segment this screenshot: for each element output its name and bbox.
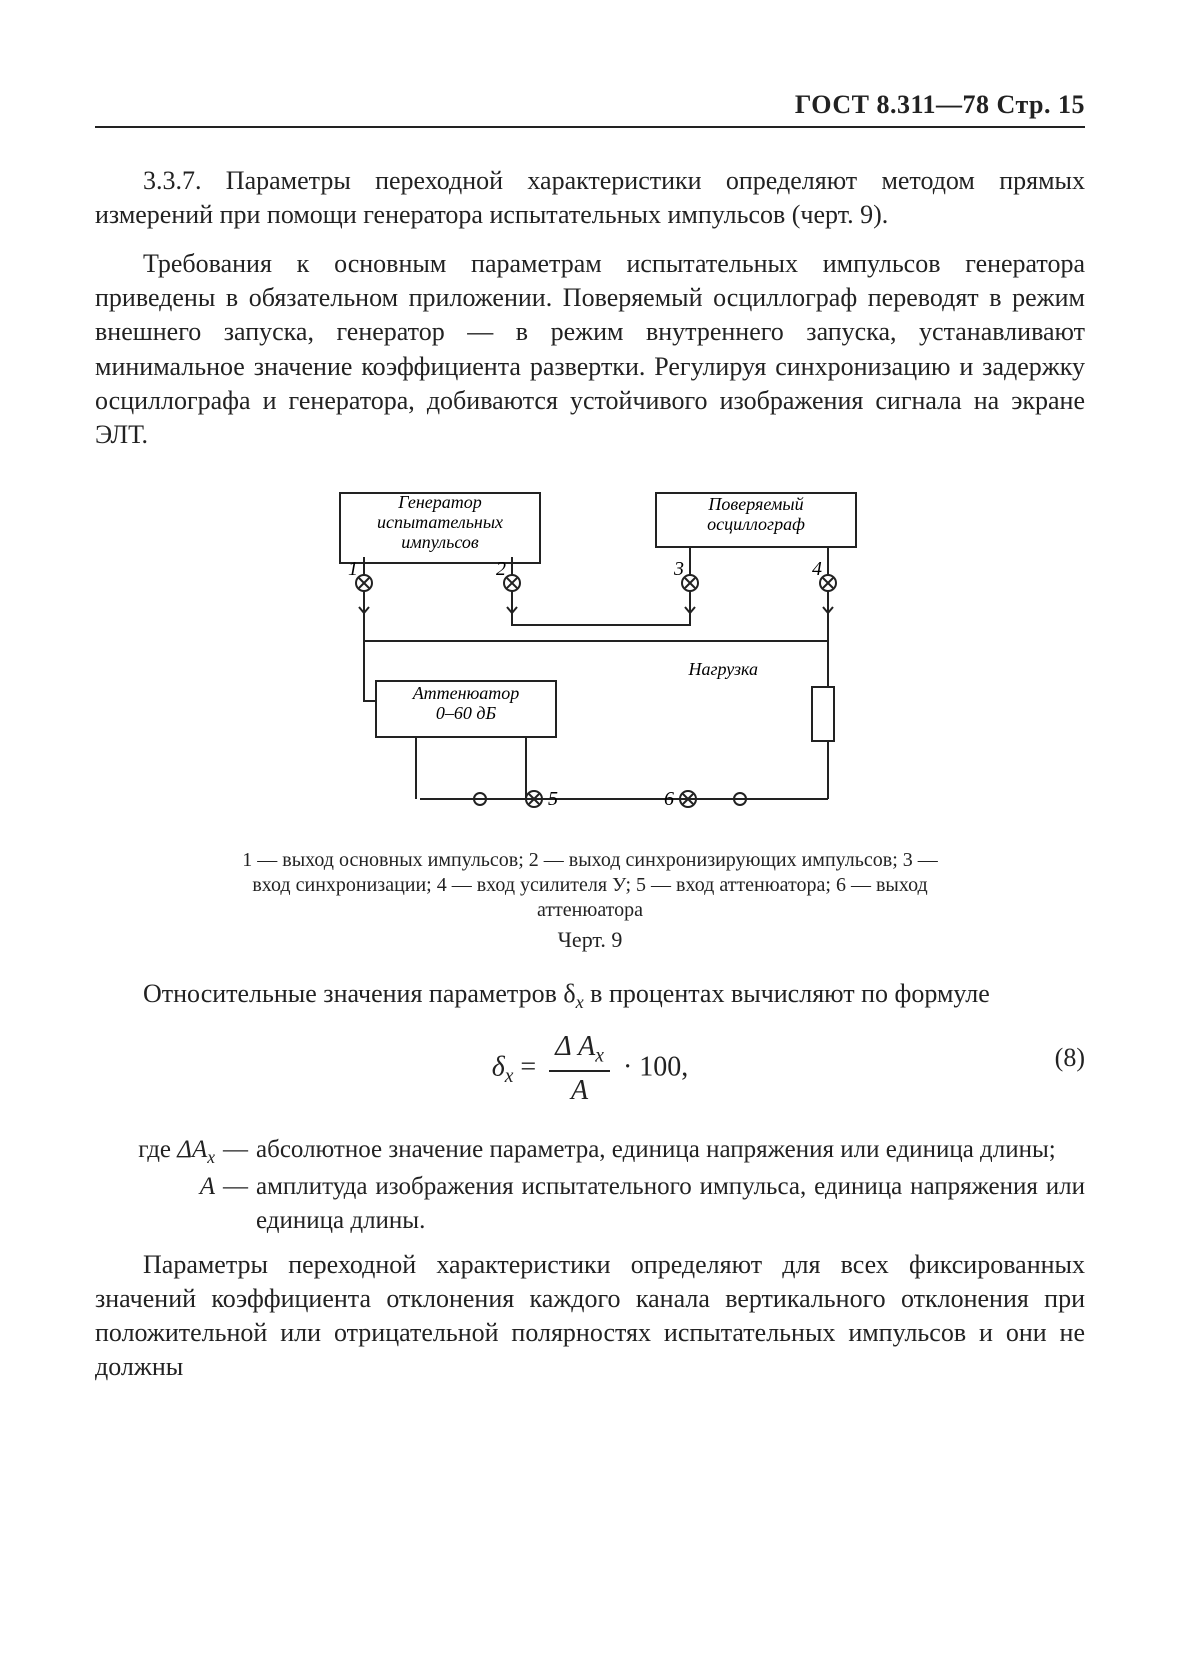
where1-def: абсолютное значение параметра, единица н… — [256, 1133, 1085, 1170]
eq-fraction: Δ Ax A — [549, 1030, 610, 1108]
svg-text:0–60 дБ: 0–60 дБ — [436, 703, 497, 723]
para-delta-b: в процентах вычисляют по формуле — [584, 979, 990, 1008]
para-final: Параметры переходной характеристики опре… — [95, 1248, 1085, 1385]
delta-sub: x — [576, 992, 584, 1012]
para-delta-a: Относительные значения параметров δ — [143, 979, 576, 1008]
where1-sub: x — [207, 1147, 215, 1167]
svg-text:осциллограф: осциллограф — [707, 514, 805, 534]
equation-8: δx = Δ Ax A · 100, (8) — [95, 1030, 1085, 1108]
eq-lhs-sub: x — [505, 1066, 514, 1087]
eq-lhs: δ — [492, 1051, 505, 1082]
where-block: где ΔAx — абсолютное значение параметра,… — [95, 1133, 1085, 1237]
figure-9-caption: 1 — выход основных импульсов; 2 — выход … — [230, 848, 950, 923]
eq-num-text: Δ A — [555, 1031, 595, 1062]
figure-9-label: Черт. 9 — [95, 927, 1085, 953]
header-rule — [95, 126, 1085, 128]
where2-dash: — — [223, 1170, 256, 1238]
where-lead: где — [138, 1136, 177, 1163]
svg-text:6: 6 — [664, 788, 674, 810]
svg-text:Аттенюатор: Аттенюатор — [412, 683, 520, 703]
eq-numerator: Δ Ax — [549, 1030, 610, 1072]
where1-dash: — — [223, 1133, 256, 1170]
svg-text:Нагрузка: Нагрузка — [687, 659, 758, 679]
svg-text:Поверяемый: Поверяемый — [707, 494, 803, 514]
svg-text:импульсов: импульсов — [401, 532, 479, 552]
page: ГОСТ 8.311—78 Стр. 15 3.3.7. Параметры п… — [0, 0, 1185, 1674]
svg-text:5: 5 — [548, 788, 558, 810]
svg-text:4: 4 — [812, 558, 822, 580]
figure-9-svg: Генераториспытательныхимпульсов Поверяемы… — [280, 475, 900, 835]
page-header: ГОСТ 8.311—78 Стр. 15 — [95, 90, 1085, 120]
para-requirements: Требования к основным параметрам испытат… — [95, 247, 1085, 453]
svg-text:3: 3 — [673, 558, 684, 580]
eq-equals: = — [520, 1051, 536, 1082]
eq-tail: · 100, — [623, 1051, 688, 1082]
where2-sym: A — [95, 1170, 223, 1238]
where1-var: ΔA — [177, 1136, 207, 1163]
where2-def: амплитуда изображения испытательного имп… — [256, 1170, 1085, 1238]
eq-number: (8) — [1055, 1042, 1085, 1073]
svg-text:испытательных: испытательных — [377, 512, 503, 532]
para-337: 3.3.7. Параметры переходной характеристи… — [95, 164, 1085, 233]
where1-sym: где ΔAx — [95, 1133, 223, 1170]
eq-denominator: A — [549, 1072, 610, 1108]
eq-num-sub: x — [595, 1045, 604, 1066]
figure-9: Генераториспытательныхимпульсов Поверяемы… — [95, 475, 1085, 953]
svg-text:1: 1 — [348, 558, 358, 580]
svg-text:2: 2 — [496, 558, 506, 580]
svg-text:Генератор: Генератор — [397, 492, 482, 512]
para-delta: Относительные значения параметров δx в п… — [95, 977, 1085, 1014]
where-row-2: A — амплитуда изображения испытательного… — [95, 1170, 1085, 1238]
where-row-1: где ΔAx — абсолютное значение параметра,… — [95, 1133, 1085, 1170]
